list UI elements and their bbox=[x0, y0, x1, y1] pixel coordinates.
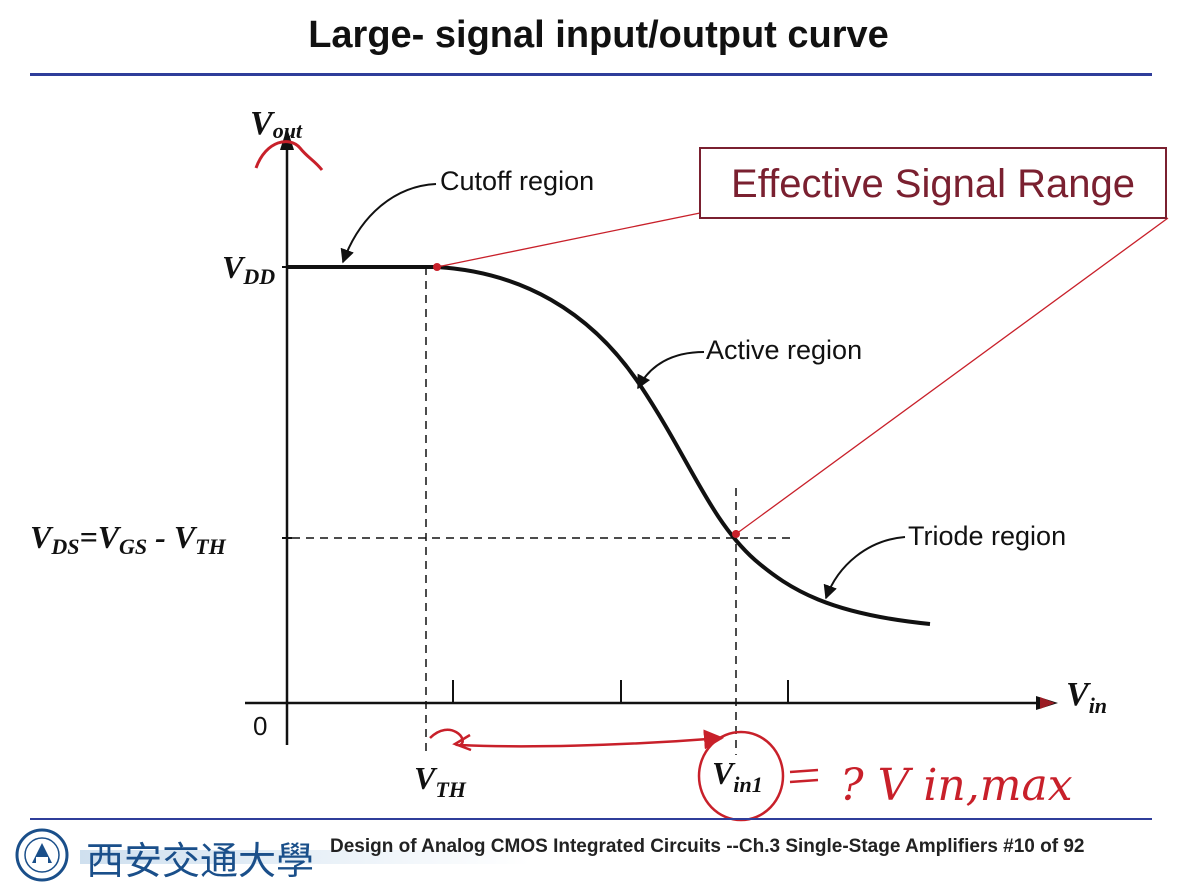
x-axis-arrowhead-red bbox=[1040, 697, 1055, 709]
footer-divider bbox=[30, 818, 1152, 820]
active-region-label: Active region bbox=[706, 335, 862, 365]
y-axis-label: Vout bbox=[250, 105, 303, 143]
title-divider bbox=[30, 73, 1152, 76]
cutoff-region-label: Cutoff region bbox=[440, 166, 594, 196]
footer-accent-band bbox=[80, 850, 530, 864]
range-double-arrow bbox=[429, 728, 724, 750]
vin1-circle-annotation bbox=[697, 730, 785, 822]
effective-signal-range-label: Effective Signal Range bbox=[731, 162, 1135, 206]
triode-pointer-arrow bbox=[823, 536, 906, 600]
course-footer-text: Design of Analog CMOS Integrated Circuit… bbox=[330, 836, 1085, 857]
active-pointer-arrow bbox=[637, 351, 705, 390]
vds-equation-label: VDS=VGS - VTH bbox=[30, 519, 227, 559]
x-axis-label: Vin bbox=[1066, 676, 1107, 718]
cutoff-pointer-arrow bbox=[340, 183, 437, 264]
callout-pointer-right bbox=[735, 217, 1169, 535]
vdd-label: VDD bbox=[222, 249, 275, 289]
callout-pointer-left bbox=[436, 212, 701, 268]
handwritten-swoosh bbox=[254, 140, 324, 171]
effective-signal-range-box bbox=[699, 147, 1167, 219]
university-seal-icon bbox=[15, 828, 69, 882]
slide-title: Large- signal input/output curve bbox=[308, 14, 889, 56]
vin1-marker-label: Vin1 bbox=[712, 755, 763, 797]
y-axis-arrowhead bbox=[280, 128, 294, 150]
vth-marker-label: VTH bbox=[414, 760, 467, 802]
range-double-arrow-left-head bbox=[452, 733, 472, 752]
equals-annotation bbox=[789, 768, 819, 784]
handwritten-vin-max-note: ? V in,max bbox=[840, 760, 1073, 811]
triode-region-label: Triode region bbox=[908, 521, 1066, 551]
university-name: 西安交通大學 bbox=[86, 839, 315, 883]
transfer-curve bbox=[287, 265, 931, 626]
origin-label: 0 bbox=[253, 711, 267, 741]
